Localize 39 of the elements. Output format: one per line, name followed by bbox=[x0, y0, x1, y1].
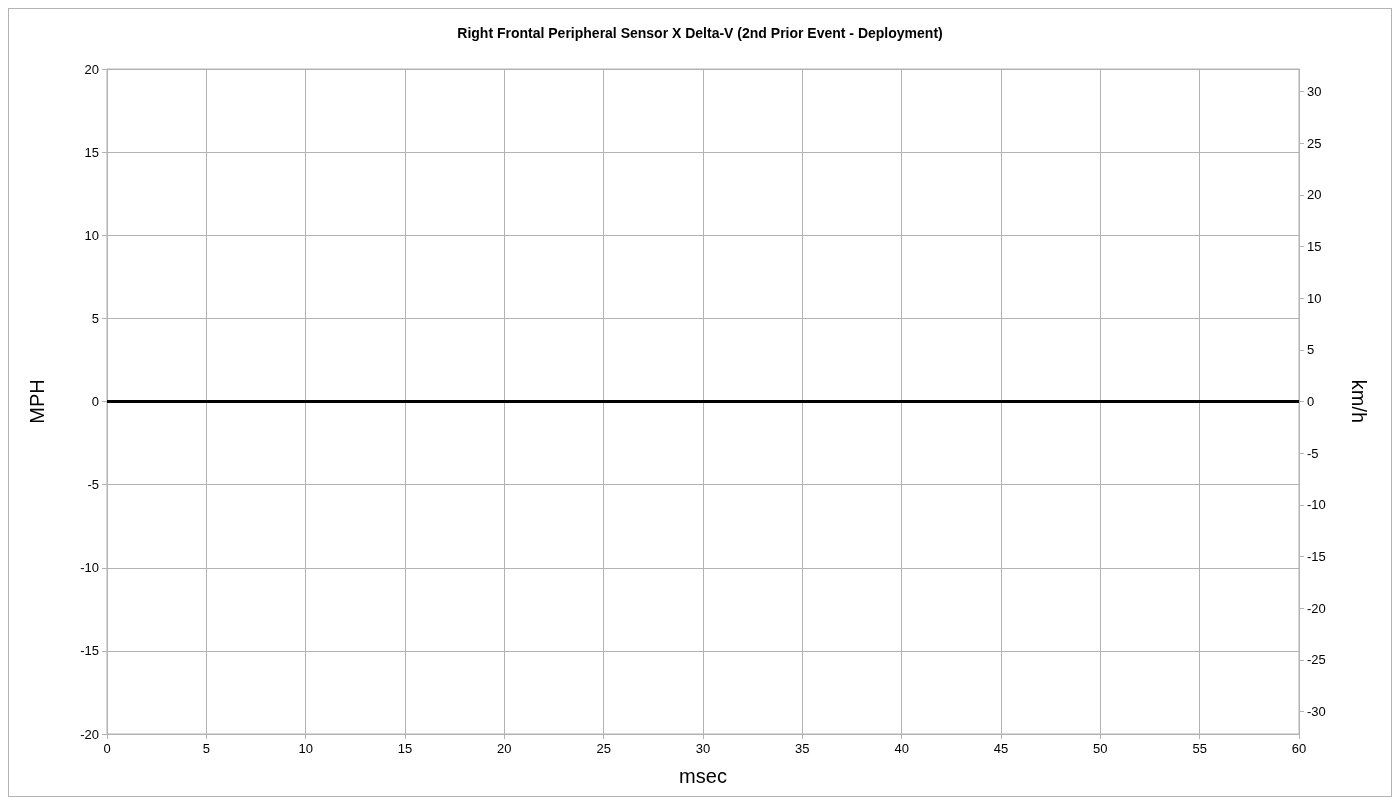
x-tick-label: 20 bbox=[497, 741, 512, 756]
y2-tick-label: -20 bbox=[1307, 600, 1326, 616]
y2-tick-label: 5 bbox=[1307, 342, 1315, 358]
y2-tick-label: 15 bbox=[1307, 239, 1322, 255]
y-tick-label: 20 bbox=[84, 61, 99, 77]
y2-tick-label: 25 bbox=[1307, 135, 1322, 151]
y-tick-label: 5 bbox=[91, 310, 99, 326]
y-tick-label: 15 bbox=[84, 144, 99, 160]
y-tick-label: 10 bbox=[84, 227, 99, 243]
y-tick-label: -10 bbox=[80, 560, 99, 576]
x-tick-label: 25 bbox=[596, 741, 611, 756]
y2-tick-label: -15 bbox=[1307, 548, 1326, 564]
y2-tick-label: 0 bbox=[1307, 394, 1315, 409]
y-tick-label: 0 bbox=[91, 394, 99, 409]
y2-tick-label: 20 bbox=[1307, 187, 1322, 203]
y-axis-title: MPH bbox=[26, 379, 48, 424]
x-axis-title: msec bbox=[679, 765, 727, 787]
y2-axis-title: km/h bbox=[1348, 379, 1370, 424]
y2-tick-label: -10 bbox=[1307, 497, 1326, 513]
x-tick-label: 5 bbox=[202, 741, 210, 756]
x-tick-label: 60 bbox=[1291, 741, 1307, 756]
y-tick-label: -5 bbox=[87, 477, 99, 493]
chart-title: Right Frontal Peripheral Sensor X Delta-V (2nd Prior Event - Deployment) bbox=[457, 25, 943, 41]
x-tick-label: 40 bbox=[894, 741, 909, 756]
y-tick-label: -15 bbox=[80, 643, 99, 659]
x-tick-label: 30 bbox=[695, 741, 711, 756]
x-tick-label: 0 bbox=[103, 741, 111, 756]
y2-tick-label: -30 bbox=[1307, 703, 1326, 719]
x-tick-label: 55 bbox=[1192, 741, 1207, 756]
x-tick-label: 45 bbox=[993, 741, 1009, 756]
x-tick-label: 15 bbox=[397, 741, 413, 756]
y2-tick-label: 30 bbox=[1307, 84, 1322, 100]
x-tick-label: 10 bbox=[298, 741, 313, 756]
y2-tick-label: -5 bbox=[1307, 445, 1319, 461]
x-tick-label: 35 bbox=[795, 741, 810, 756]
x-tick-label: 50 bbox=[1093, 741, 1108, 756]
y2-tick-label: -25 bbox=[1307, 652, 1326, 668]
y2-tick-label: 10 bbox=[1307, 290, 1322, 306]
y-tick-label: -20 bbox=[80, 726, 99, 742]
